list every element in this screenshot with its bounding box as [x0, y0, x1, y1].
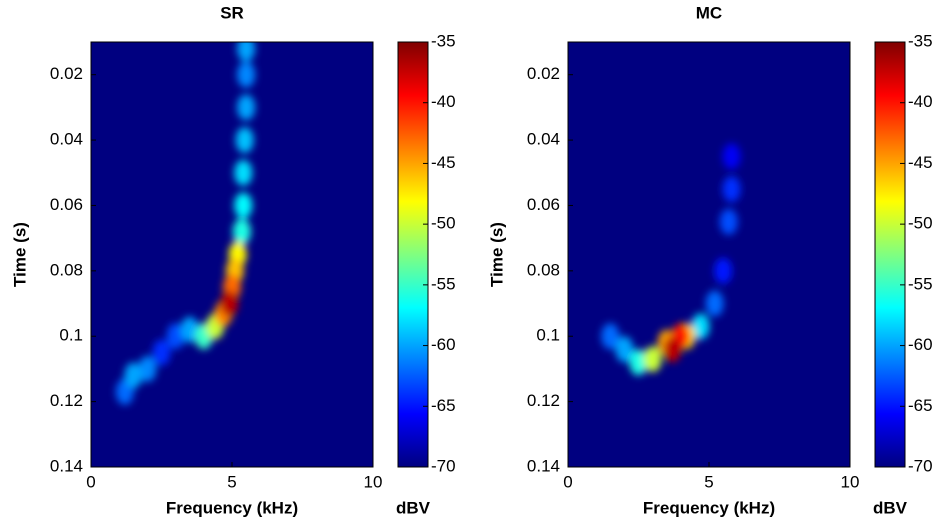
y-tick-label: 0.08 [527, 260, 560, 279]
colorbar-tick-label: -35 [431, 31, 456, 50]
spectrogram-cell [124, 362, 143, 389]
spectrogram-layer [115, 42, 256, 405]
x-tick-label: 0 [563, 472, 572, 491]
spectrogram-layer [601, 143, 741, 376]
colorbar-tick-label: -70 [908, 456, 933, 475]
y-tick-label: 0.1 [59, 326, 83, 345]
colorbar-tick-label: -45 [431, 153, 456, 172]
spectrogram-cell [722, 176, 741, 203]
spectrogram-cell [722, 143, 741, 170]
y-tick-label: 0.12 [527, 391, 560, 410]
y-tick-label: 0.04 [50, 130, 83, 149]
y-tick-label: 0.06 [527, 195, 560, 214]
spectrogram-cell [232, 218, 251, 245]
y-tick-label: 0.14 [527, 456, 560, 475]
y-axis-label: Time (s) [487, 222, 506, 287]
y-tick-label: 0.02 [50, 64, 83, 83]
y-axis-label: Time (s) [10, 222, 29, 287]
x-tick-label: 0 [86, 472, 95, 491]
spectrogram-cell [234, 159, 253, 186]
spectrogram-cell [601, 323, 620, 350]
spectrogram-cell [705, 290, 724, 317]
y-tick-label: 0.02 [527, 64, 560, 83]
spectrogram-cell [138, 355, 157, 382]
colorbar-tick-label: -70 [431, 456, 456, 475]
y-tick-label: 0.06 [50, 195, 83, 214]
spectrogram-cell [237, 42, 256, 62]
x-tick-label: 10 [841, 472, 860, 491]
spectrogram-cell [237, 61, 256, 88]
x-tick-label: 10 [364, 472, 383, 491]
spectrogram-cell [691, 313, 710, 340]
colorbar-tick-label: -60 [908, 335, 933, 354]
colorbar-label: dBV [873, 498, 908, 517]
y-tick-label: 0.04 [527, 130, 560, 149]
colorbar-tick-label: -60 [431, 335, 456, 354]
spectrogram-cell [719, 208, 738, 235]
colorbar-tick-label: -35 [908, 31, 933, 50]
spectrogram-cell [234, 192, 253, 219]
spectrogram-cell [714, 257, 733, 284]
colorbar-tick-label: -45 [908, 153, 933, 172]
y-tick-label: 0.12 [50, 391, 83, 410]
spectrogram-cell [235, 127, 254, 154]
colorbar [874, 41, 906, 468]
spectrogram-cell [180, 316, 199, 343]
y-tick-label: 0.14 [50, 456, 83, 475]
y-tick-label: 0.1 [536, 326, 560, 345]
colorbar-tick-label: -50 [431, 214, 456, 233]
spectrogram-cell [629, 349, 648, 376]
colorbar-tick-label: -55 [908, 274, 933, 293]
colorbar [397, 41, 429, 468]
colorbar-tick-label: -40 [431, 92, 456, 111]
chart-title: SR [220, 3, 244, 22]
colorbar-label: dBV [396, 498, 431, 517]
chart-title: MC [696, 3, 722, 22]
spectrogram-cell [643, 346, 662, 373]
y-tick-label: 0.08 [50, 260, 83, 279]
spectrogram-cell [237, 94, 256, 121]
x-tick-label: 5 [704, 472, 713, 491]
spectrogram-cell [220, 290, 239, 317]
colorbar-tick-label: -65 [908, 396, 933, 415]
x-axis-label: Frequency (kHz) [166, 498, 298, 517]
colorbar-tick-label: -65 [431, 396, 456, 415]
colorbar-tick-label: -55 [431, 274, 456, 293]
spectrogram-cell [166, 323, 185, 350]
spectrogram-cell [663, 336, 682, 363]
spectrogram-cell [615, 336, 634, 363]
x-axis-label: Frequency (kHz) [643, 498, 775, 517]
colorbar-tick-label: -50 [908, 214, 933, 233]
x-tick-label: 5 [227, 472, 236, 491]
plot-background [568, 42, 850, 467]
spectrogram-cell [152, 339, 171, 366]
colorbar-tick-label: -40 [908, 92, 933, 111]
